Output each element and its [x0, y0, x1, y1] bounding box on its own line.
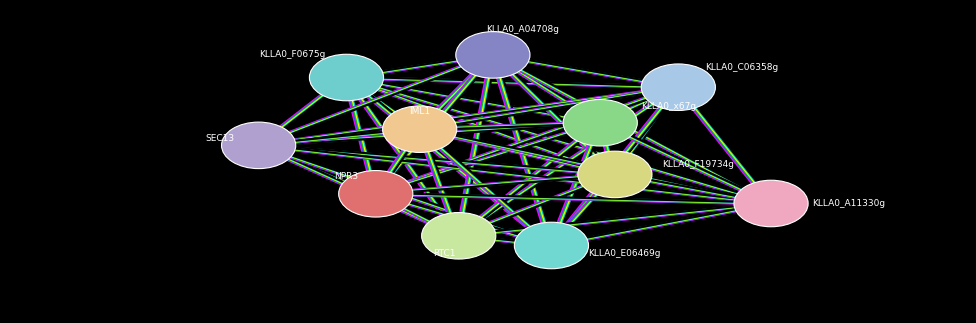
Ellipse shape: [641, 64, 715, 110]
Ellipse shape: [422, 213, 496, 259]
Ellipse shape: [456, 32, 530, 78]
Text: RTC1: RTC1: [432, 249, 456, 258]
Text: KLLA0_F19734g: KLLA0_F19734g: [662, 160, 734, 169]
Ellipse shape: [563, 99, 637, 146]
Ellipse shape: [309, 54, 384, 101]
Ellipse shape: [383, 106, 457, 152]
Text: KLLA0_x67g: KLLA0_x67g: [641, 102, 696, 111]
Ellipse shape: [339, 171, 413, 217]
Text: KLLA0_E06469g: KLLA0_E06469g: [589, 249, 661, 258]
Ellipse shape: [734, 180, 808, 227]
Ellipse shape: [514, 222, 589, 269]
Text: NPR3: NPR3: [335, 172, 358, 181]
Text: KLLA0_C06358g: KLLA0_C06358g: [705, 63, 779, 72]
Text: SEC13: SEC13: [205, 134, 234, 143]
Text: KLLA0_A11330g: KLLA0_A11330g: [813, 199, 885, 208]
Ellipse shape: [578, 151, 652, 198]
Ellipse shape: [222, 122, 296, 169]
Text: IML1: IML1: [409, 107, 430, 116]
Text: KLLA0_F0675g: KLLA0_F0675g: [260, 50, 326, 59]
Text: KLLA0_A04708g: KLLA0_A04708g: [486, 25, 558, 34]
